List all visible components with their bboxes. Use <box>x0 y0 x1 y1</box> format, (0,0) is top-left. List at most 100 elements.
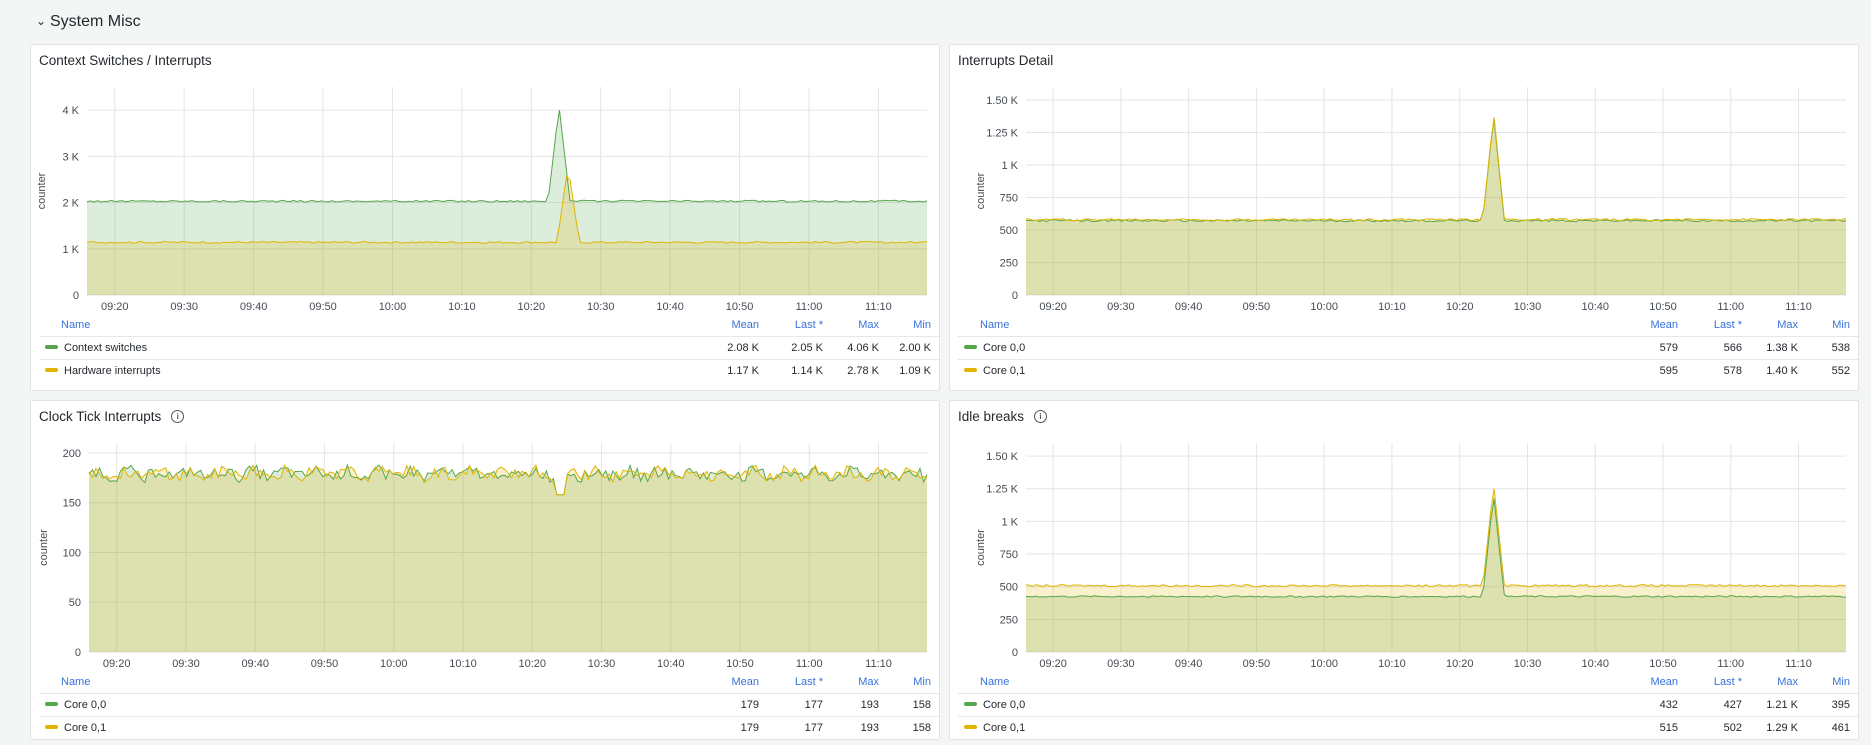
legend-header-mean[interactable]: Mean <box>1622 314 1686 337</box>
y-axis-label: counter <box>38 529 50 566</box>
legend-series-name: Core 0,0 <box>983 699 1026 711</box>
legend-row[interactable]: Core 0,0 179 177 193 158 <box>39 693 939 717</box>
panel-1[interactable]: Interrupts Detail 0 250 500 750 1 K 1.25 K 1.50… <box>949 44 1859 391</box>
legend-series-name: Hardware interrupts <box>64 365 161 377</box>
legend-header-min[interactable]: Min <box>887 671 939 694</box>
legend-header-max[interactable]: Max <box>1750 671 1806 694</box>
panel-2[interactable]: Clock Tick Interrupts i 0 50 100 150 200 09:20 0… <box>30 400 940 740</box>
legend-value-mean: 595 <box>1659 365 1678 377</box>
legend-value-max: 1.40 K <box>1766 365 1798 377</box>
x-tick-label: 10:50 <box>1649 301 1677 313</box>
chart-svg[interactable]: 0 50 100 150 200 09:20 09:30 09:40 09:50 10:00 10:… <box>31 401 941 677</box>
legend-series[interactable]: Core 0,1 <box>958 717 1622 740</box>
series-line-0[interactable] <box>1026 119 1847 223</box>
legend-header-min[interactable]: Min <box>1806 314 1858 337</box>
legend-header-name[interactable]: Name <box>39 314 703 337</box>
legend-row[interactable]: Hardware interrupts 1.17 K 1.14 K 2.78 K 1.0… <box>39 360 939 383</box>
series-line-0[interactable] <box>1025 498 1846 598</box>
x-tick-label: 11:00 <box>796 301 823 313</box>
legend-value-min: 1.09 K <box>899 365 931 377</box>
legend-series[interactable]: Core 0,0 <box>39 693 703 717</box>
x-tick-label: 10:00 <box>380 658 408 670</box>
series-color-swatch <box>964 345 977 350</box>
series-area-1 <box>1026 117 1846 296</box>
legend-header-name[interactable]: Name <box>958 671 1622 694</box>
info-icon[interactable]: i <box>1034 410 1048 423</box>
series-line-1[interactable] <box>86 175 928 244</box>
legend: Name Mean Last * Max Min Core 0,0 179 177 193 158… <box>39 671 939 739</box>
x-tick-label: 10:10 <box>449 658 477 670</box>
series-line-1[interactable] <box>1025 488 1847 588</box>
series-line-0[interactable] <box>86 110 928 203</box>
x-tick-label: 09:50 <box>1243 658 1271 670</box>
legend-header-mean[interactable]: Mean <box>703 671 767 694</box>
y-tick-label: 0 <box>1012 647 1018 659</box>
legend-value-mean: 1.17 K <box>727 365 759 377</box>
y-tick-label: 0 <box>1012 290 1018 302</box>
panel-title[interactable]: Idle breaks i <box>958 409 1048 424</box>
x-tick-label: 10:10 <box>1378 301 1406 313</box>
legend-series[interactable]: Core 0,1 <box>958 360 1622 383</box>
legend-series[interactable]: Core 0,0 <box>958 693 1622 717</box>
x-tick-label: 11:00 <box>1717 658 1744 670</box>
legend: Name Mean Last * Max Min Core 0,0 432 427 1.21 K… <box>958 671 1858 739</box>
legend-row[interactable]: Core 0,1 179 177 193 158 <box>39 717 939 740</box>
legend-series[interactable]: Context switches <box>39 336 703 360</box>
legend-header-last[interactable]: Last * <box>1686 314 1750 337</box>
legend-series[interactable]: Core 0,1 <box>39 717 703 740</box>
series-line-1[interactable] <box>88 463 928 496</box>
legend-header-mean[interactable]: Mean <box>703 314 767 337</box>
chart-svg[interactable]: 0 250 500 750 1 K 1.25 K 1.50 K 09:20 09:30 09:40… <box>950 45 1860 320</box>
legend-header-max[interactable]: Max <box>1750 314 1806 337</box>
legend-header-min[interactable]: Min <box>1806 671 1858 694</box>
legend-header-max[interactable]: Max <box>831 671 887 694</box>
chart-svg[interactable]: 0 1 K 2 K 3 K 4 K 09:20 09:30 09:40 09:50 10:00 10… <box>31 45 941 320</box>
legend-value-last: 502 <box>1723 722 1742 734</box>
series-color-swatch <box>964 702 977 707</box>
legend-header-name[interactable]: Name <box>958 314 1622 337</box>
y-tick-label: 2 K <box>62 198 79 210</box>
panel-title-text: Idle breaks <box>958 409 1025 424</box>
legend-header-name[interactable]: Name <box>39 671 703 694</box>
y-tick-label: 1 K <box>1001 160 1018 172</box>
legend-series[interactable]: Hardware interrupts <box>39 360 703 383</box>
x-tick-label: 10:30 <box>1514 301 1542 313</box>
x-tick-label: 11:00 <box>1717 301 1744 313</box>
info-icon[interactable]: i <box>171 410 185 423</box>
legend-series[interactable]: Core 0,0 <box>958 336 1622 360</box>
legend-value-last: 427 <box>1686 693 1750 717</box>
x-tick-label: 09:40 <box>1175 658 1203 670</box>
row-header-system-misc[interactable]: ⌄ System Misc <box>36 10 141 34</box>
legend-row[interactable]: Core 0,1 595 578 1.40 K 552 <box>958 360 1858 383</box>
y-tick-label: 1.50 K <box>986 95 1018 107</box>
legend-value-min: 395 <box>1806 693 1858 717</box>
x-tick-label: 10:50 <box>726 301 754 313</box>
legend-header-last[interactable]: Last * <box>767 671 831 694</box>
x-tick-label: 09:30 <box>1107 301 1135 313</box>
panel-title[interactable]: Clock Tick Interrupts i <box>39 409 185 424</box>
x-tick-label: 11:10 <box>865 658 892 670</box>
row-title: System Misc <box>50 13 141 30</box>
panel-title[interactable]: Context Switches / Interrupts <box>39 53 212 68</box>
panel-3[interactable]: Idle breaks i 0 250 500 750 1 K 1.25 K 1.50 K 09:… <box>949 400 1859 740</box>
series-line-1[interactable] <box>1025 117 1847 222</box>
legend-row[interactable]: Core 0,0 579 566 1.38 K 538 <box>958 336 1858 360</box>
legend-value-min: 552 <box>1831 365 1850 377</box>
panel-0[interactable]: Context Switches / Interrupts 0 1 K 2 K 3 K 4… <box>30 44 940 391</box>
x-tick-label: 09:20 <box>101 301 129 313</box>
chart-svg[interactable]: 0 250 500 750 1 K 1.25 K 1.50 K 09:20 09:30 09:40… <box>950 401 1860 677</box>
legend-header-mean[interactable]: Mean <box>1622 671 1686 694</box>
legend-header-max[interactable]: Max <box>831 314 887 337</box>
x-tick-label: 11:00 <box>796 658 823 670</box>
y-axis-label: counter <box>36 172 48 209</box>
series-area-1 <box>1026 488 1846 652</box>
legend-row[interactable]: Core 0,0 432 427 1.21 K 395 <box>958 693 1858 717</box>
legend-header-last[interactable]: Last * <box>767 314 831 337</box>
legend-row[interactable]: Core 0,1 515 502 1.29 K 461 <box>958 717 1858 740</box>
legend-header-min[interactable]: Min <box>887 314 939 337</box>
panel-title[interactable]: Interrupts Detail <box>958 53 1053 68</box>
legend-header-last[interactable]: Last * <box>1686 671 1750 694</box>
series-line-0[interactable] <box>88 463 928 496</box>
legend-row[interactable]: Context switches 2.08 K 2.05 K 4.06 K 2.00 K <box>39 336 939 360</box>
x-tick-label: 09:20 <box>1039 301 1067 313</box>
